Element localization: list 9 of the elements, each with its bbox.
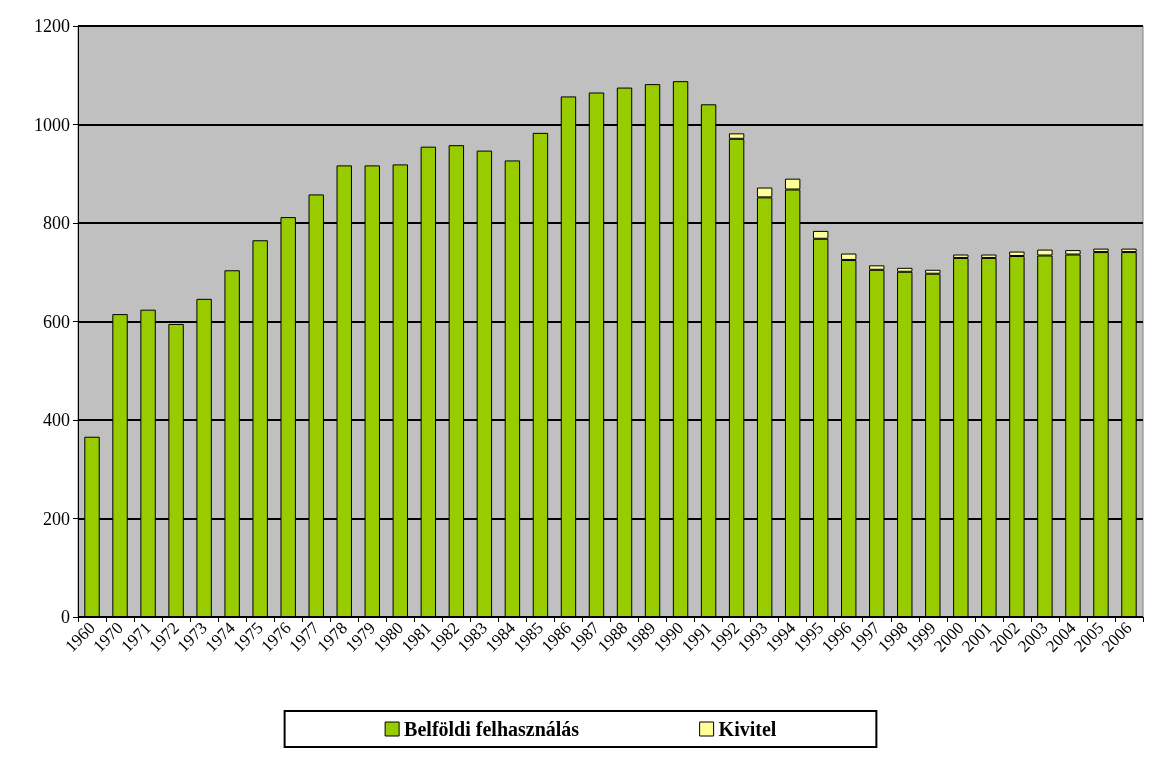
y-tick-label: 800 [43, 213, 70, 233]
legend-label: Belföldi felhasználás [404, 718, 580, 740]
y-tick-label: 1000 [34, 114, 70, 135]
y-tick-label: 600 [43, 311, 70, 332]
y-tick-label: 1200 [34, 16, 70, 36]
y-tick-label: 0 [61, 607, 70, 627]
y-tick-label: 200 [43, 508, 70, 529]
legend-label: Kivitel [718, 718, 777, 740]
y-tick-label: 400 [43, 410, 70, 430]
